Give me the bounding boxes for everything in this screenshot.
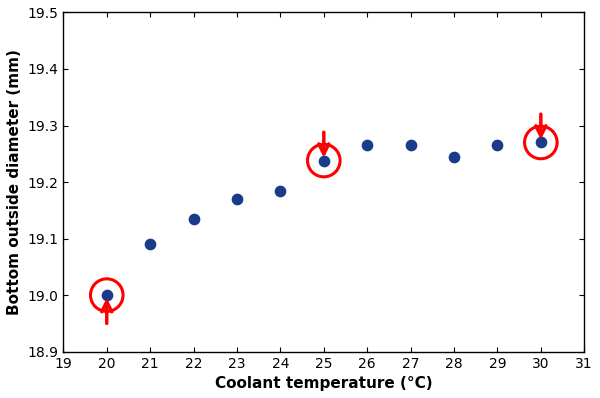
- Point: [275, 187, 285, 194]
- Point: [449, 153, 459, 160]
- Point: [536, 139, 545, 146]
- Point: [493, 142, 502, 148]
- Point: [189, 216, 199, 222]
- Point: [406, 142, 415, 148]
- Point: [319, 157, 329, 164]
- Point: [145, 241, 155, 248]
- Y-axis label: Bottom outside diameter (mm): Bottom outside diameter (mm): [7, 49, 22, 315]
- Point: [536, 139, 545, 146]
- X-axis label: Coolant temperature (°C): Coolant temperature (°C): [215, 376, 433, 391]
- Point: [362, 142, 372, 148]
- Point: [232, 196, 242, 202]
- Point: [102, 292, 112, 298]
- Point: [102, 292, 112, 298]
- Point: [319, 157, 329, 164]
